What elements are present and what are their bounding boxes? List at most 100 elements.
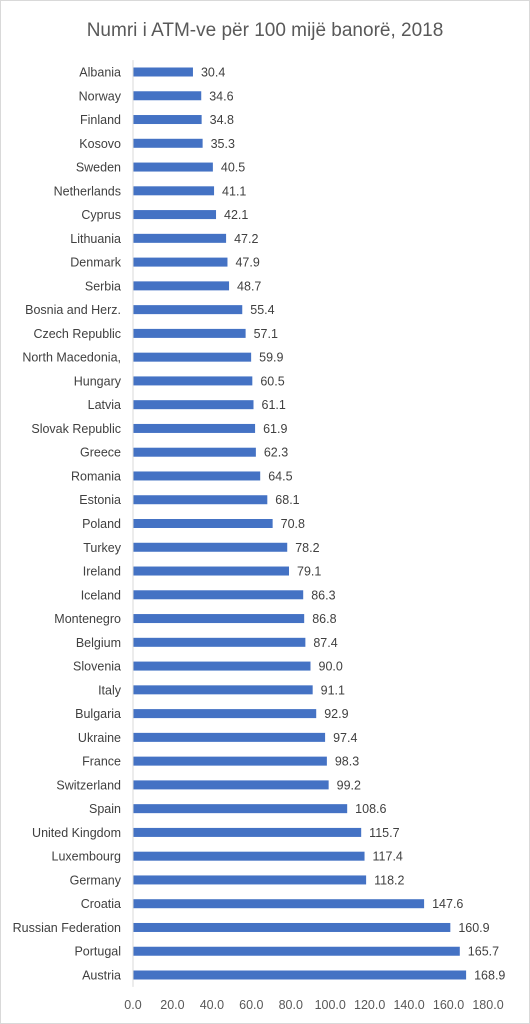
data-label: 99.2 bbox=[337, 778, 361, 792]
bar bbox=[133, 804, 348, 814]
data-label: 59.9 bbox=[259, 351, 283, 365]
data-label: 97.4 bbox=[333, 731, 357, 745]
category-label: Croatia bbox=[81, 897, 121, 911]
category-label: North Macedonia, bbox=[22, 351, 121, 365]
bar bbox=[133, 376, 253, 386]
bar bbox=[133, 257, 228, 267]
category-label: Kosovo bbox=[79, 137, 121, 151]
category-label: Finland bbox=[80, 113, 121, 127]
bar bbox=[133, 827, 362, 837]
category-label: Bosnia and Herz. bbox=[25, 303, 121, 317]
data-label: 108.6 bbox=[355, 802, 386, 816]
x-axis: 0.0 20.0 40.0 60.0 80.0 100.0 120.0 140.0 160.0 1… bbox=[124, 60, 504, 1012]
category-label: Slovenia bbox=[73, 660, 121, 674]
data-label: 42.1 bbox=[224, 208, 248, 222]
bar bbox=[133, 542, 288, 552]
bar bbox=[133, 233, 227, 243]
category-label: Hungary bbox=[74, 374, 122, 388]
x-tick-label: 140.0 bbox=[393, 998, 424, 1012]
bar bbox=[133, 495, 268, 505]
data-label: 34.6 bbox=[209, 89, 233, 103]
data-label: 47.9 bbox=[235, 256, 259, 270]
category-label: Estonia bbox=[79, 493, 121, 507]
bar bbox=[133, 186, 215, 196]
bar bbox=[133, 875, 367, 885]
category-label: Netherlands bbox=[54, 184, 121, 198]
bar bbox=[133, 709, 317, 719]
data-label: 91.1 bbox=[321, 683, 345, 697]
bar bbox=[133, 685, 313, 695]
data-label: 86.3 bbox=[311, 588, 335, 602]
data-label: 168.9 bbox=[474, 969, 505, 983]
data-label: 160.9 bbox=[458, 921, 489, 935]
x-tick-label: 40.0 bbox=[200, 998, 224, 1012]
bar bbox=[133, 780, 329, 790]
data-label: 48.7 bbox=[237, 279, 261, 293]
bar bbox=[133, 566, 290, 576]
data-label: 64.5 bbox=[268, 469, 292, 483]
category-label: Germany bbox=[70, 873, 122, 887]
category-label: Sweden bbox=[76, 161, 121, 175]
bar bbox=[133, 305, 243, 315]
category-label: Slovak Republic bbox=[31, 422, 121, 436]
category-label: Ukraine bbox=[78, 731, 121, 745]
x-tick-label: 100.0 bbox=[315, 998, 346, 1012]
category-label: Greece bbox=[80, 446, 121, 460]
bar bbox=[133, 138, 203, 148]
category-label: France bbox=[82, 755, 121, 769]
category-label: Lithuania bbox=[70, 232, 121, 246]
category-label: Cyprus bbox=[81, 208, 121, 222]
data-label: 147.6 bbox=[432, 897, 463, 911]
category-label: Poland bbox=[82, 517, 121, 531]
bar bbox=[133, 922, 451, 932]
category-label: Ireland bbox=[83, 565, 121, 579]
category-label: Montenegro bbox=[54, 612, 121, 626]
category-label: Albania bbox=[79, 66, 121, 80]
bar bbox=[133, 732, 326, 742]
bars-group: Albania 30.4 Norway 34.6 Finland 34.8 Kosovo 35… bbox=[13, 66, 506, 983]
chart-title: Numri i ATM-ve për 100 mijë banorë, 2018 bbox=[87, 20, 444, 41]
bar bbox=[133, 851, 365, 861]
data-label: 30.4 bbox=[201, 66, 225, 80]
bar bbox=[133, 162, 213, 172]
category-label: Denmark bbox=[70, 256, 121, 270]
data-label: 61.1 bbox=[262, 398, 286, 412]
bar bbox=[133, 281, 230, 291]
category-label: Austria bbox=[82, 969, 121, 983]
bar bbox=[133, 946, 460, 956]
category-label: Bulgaria bbox=[75, 707, 121, 721]
x-tick-label: 80.0 bbox=[279, 998, 303, 1012]
bar bbox=[133, 471, 261, 481]
data-label: 86.8 bbox=[312, 612, 336, 626]
bar bbox=[133, 661, 311, 671]
data-label: 62.3 bbox=[264, 446, 288, 460]
category-label: Portugal bbox=[74, 945, 121, 959]
bar bbox=[133, 970, 467, 980]
x-tick-label: 60.0 bbox=[239, 998, 263, 1012]
x-tick-label: 0.0 bbox=[124, 998, 141, 1012]
category-label: Italy bbox=[98, 683, 122, 697]
category-label: Luxembourg bbox=[52, 850, 122, 864]
data-label: 55.4 bbox=[250, 303, 274, 317]
category-label: Iceland bbox=[81, 588, 121, 602]
category-label: Spain bbox=[89, 802, 121, 816]
data-label: 70.8 bbox=[281, 517, 305, 531]
bar bbox=[133, 115, 202, 125]
bar bbox=[133, 67, 193, 77]
bar bbox=[133, 756, 327, 766]
category-label: Turkey bbox=[83, 541, 121, 555]
x-tick-label: 20.0 bbox=[160, 998, 184, 1012]
bar bbox=[133, 519, 273, 528]
category-label: Latvia bbox=[88, 398, 121, 412]
data-label: 40.5 bbox=[221, 161, 245, 175]
data-label: 90.0 bbox=[319, 660, 343, 674]
bar bbox=[133, 447, 256, 457]
data-label: 78.2 bbox=[295, 541, 319, 555]
bar bbox=[133, 637, 306, 647]
data-label: 118.2 bbox=[374, 873, 404, 887]
data-label: 41.1 bbox=[222, 184, 246, 198]
category-label: Belgium bbox=[76, 636, 121, 650]
x-tick-label: 160.0 bbox=[433, 998, 464, 1012]
data-label: 60.5 bbox=[260, 374, 284, 388]
